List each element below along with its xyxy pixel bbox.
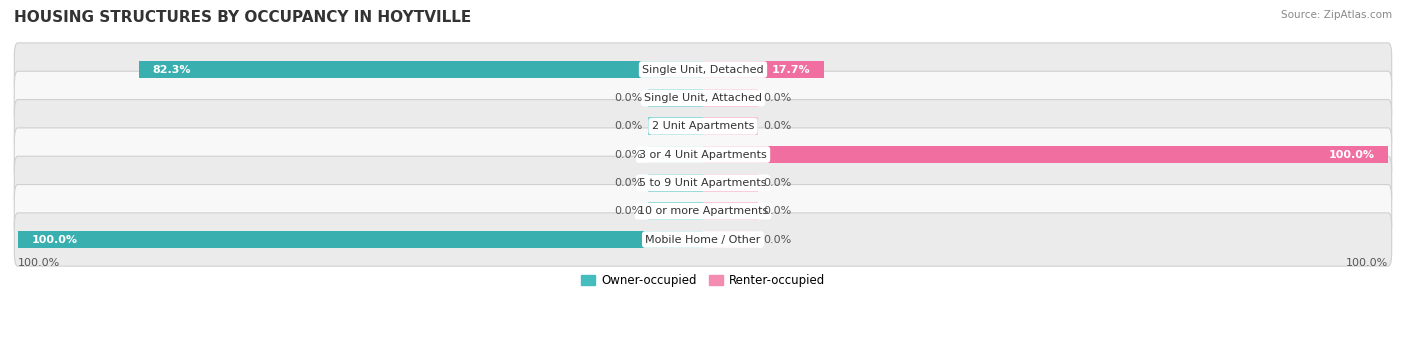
FancyBboxPatch shape [14, 184, 1392, 238]
Text: 100.0%: 100.0% [1346, 258, 1388, 268]
Text: 0.0%: 0.0% [614, 121, 643, 131]
Text: 5 to 9 Unit Apartments: 5 to 9 Unit Apartments [640, 178, 766, 188]
Text: 100.0%: 100.0% [31, 235, 77, 244]
Bar [648, 203, 703, 220]
Text: Source: ZipAtlas.com: Source: ZipAtlas.com [1281, 10, 1392, 20]
Text: 0.0%: 0.0% [614, 206, 643, 216]
FancyBboxPatch shape [14, 156, 1392, 209]
Bar [703, 203, 758, 220]
Text: 0.0%: 0.0% [763, 235, 792, 244]
FancyBboxPatch shape [14, 71, 1392, 124]
Text: 2 Unit Apartments: 2 Unit Apartments [652, 121, 754, 131]
Text: Single Unit, Detached: Single Unit, Detached [643, 64, 763, 75]
Text: 0.0%: 0.0% [763, 121, 792, 131]
Text: 0.0%: 0.0% [614, 93, 643, 103]
Text: Single Unit, Attached: Single Unit, Attached [644, 93, 762, 103]
Text: 100.0%: 100.0% [1329, 149, 1375, 160]
Bar [703, 231, 758, 248]
Text: Mobile Home / Other: Mobile Home / Other [645, 235, 761, 244]
Bar [703, 61, 824, 78]
Bar [139, 61, 703, 78]
Bar [648, 117, 703, 135]
Text: 10 or more Apartments: 10 or more Apartments [638, 206, 768, 216]
Bar [703, 117, 758, 135]
Text: 0.0%: 0.0% [763, 93, 792, 103]
Text: 0.0%: 0.0% [614, 149, 643, 160]
FancyBboxPatch shape [14, 128, 1392, 181]
Bar [703, 174, 758, 192]
Bar [648, 89, 703, 107]
Text: 100.0%: 100.0% [18, 258, 60, 268]
Text: 82.3%: 82.3% [153, 64, 191, 75]
Bar [648, 174, 703, 192]
FancyBboxPatch shape [14, 213, 1392, 266]
Text: 17.7%: 17.7% [772, 64, 811, 75]
Text: HOUSING STRUCTURES BY OCCUPANCY IN HOYTVILLE: HOUSING STRUCTURES BY OCCUPANCY IN HOYTV… [14, 10, 471, 25]
Bar [18, 231, 703, 248]
Bar [648, 146, 703, 163]
FancyBboxPatch shape [14, 100, 1392, 153]
Text: 3 or 4 Unit Apartments: 3 or 4 Unit Apartments [640, 149, 766, 160]
Text: 0.0%: 0.0% [614, 178, 643, 188]
FancyBboxPatch shape [14, 43, 1392, 96]
Legend: Owner-occupied, Renter-occupied: Owner-occupied, Renter-occupied [576, 269, 830, 292]
Text: 0.0%: 0.0% [763, 178, 792, 188]
Bar [703, 146, 1388, 163]
Text: 0.0%: 0.0% [763, 206, 792, 216]
Bar [703, 89, 758, 107]
